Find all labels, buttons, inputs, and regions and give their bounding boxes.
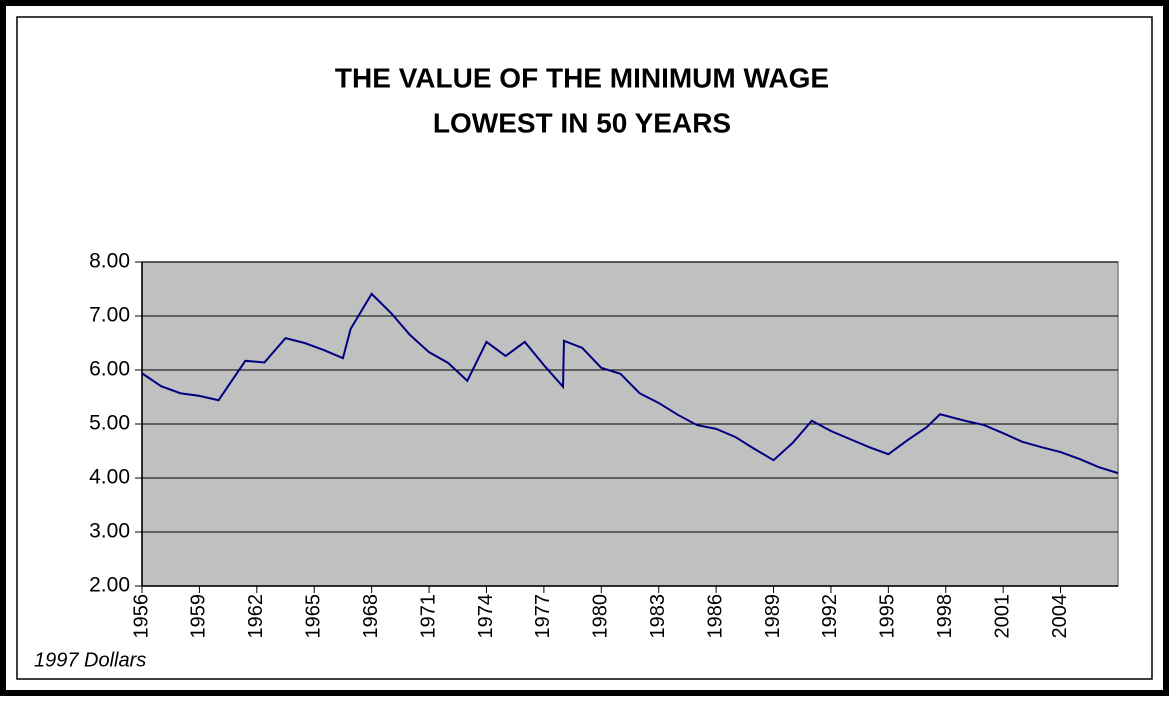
data-line	[141, 292, 1119, 475]
x-tick-label: 1989	[762, 594, 784, 639]
x-tick-label: 1977	[532, 594, 554, 639]
chart-title: LOWEST IN 50 YEARS	[433, 107, 731, 138]
y-tick-label: 6.00	[89, 358, 130, 381]
chart-title: THE VALUE OF THE MINIMUM WAGE	[335, 62, 829, 93]
x-tick-label: 1998	[934, 594, 956, 639]
x-tick-label: 1959	[188, 594, 210, 639]
inner-frame	[16, 16, 1153, 680]
y-tick-label: 7.00	[89, 304, 130, 327]
y-tick-label: 3.00	[89, 520, 130, 543]
x-tick-label: 1995	[877, 594, 899, 639]
x-tick-label: 1986	[704, 594, 726, 639]
y-tick-label: 5.00	[89, 412, 130, 435]
y-tick-label: 2.00	[89, 574, 130, 597]
y-tick-label: 8.00	[89, 250, 130, 273]
x-tick-label: 1962	[245, 594, 267, 639]
x-tick-label: 2001	[991, 594, 1013, 639]
x-tick-label: 2004	[1049, 594, 1071, 639]
x-tick-label: 1992	[819, 594, 841, 639]
x-tick-label: 1971	[417, 594, 439, 639]
x-tick-label: 1983	[647, 594, 669, 639]
x-tick-label: 1956	[130, 594, 152, 639]
x-tick-label: 1974	[475, 594, 497, 639]
x-tick-label: 1968	[360, 594, 382, 639]
x-tick-label: 1965	[303, 594, 325, 639]
x-tick-label: 1980	[590, 594, 612, 639]
annotation: 1997 Dollars	[34, 649, 146, 671]
y-tick-label: 4.00	[89, 466, 130, 489]
